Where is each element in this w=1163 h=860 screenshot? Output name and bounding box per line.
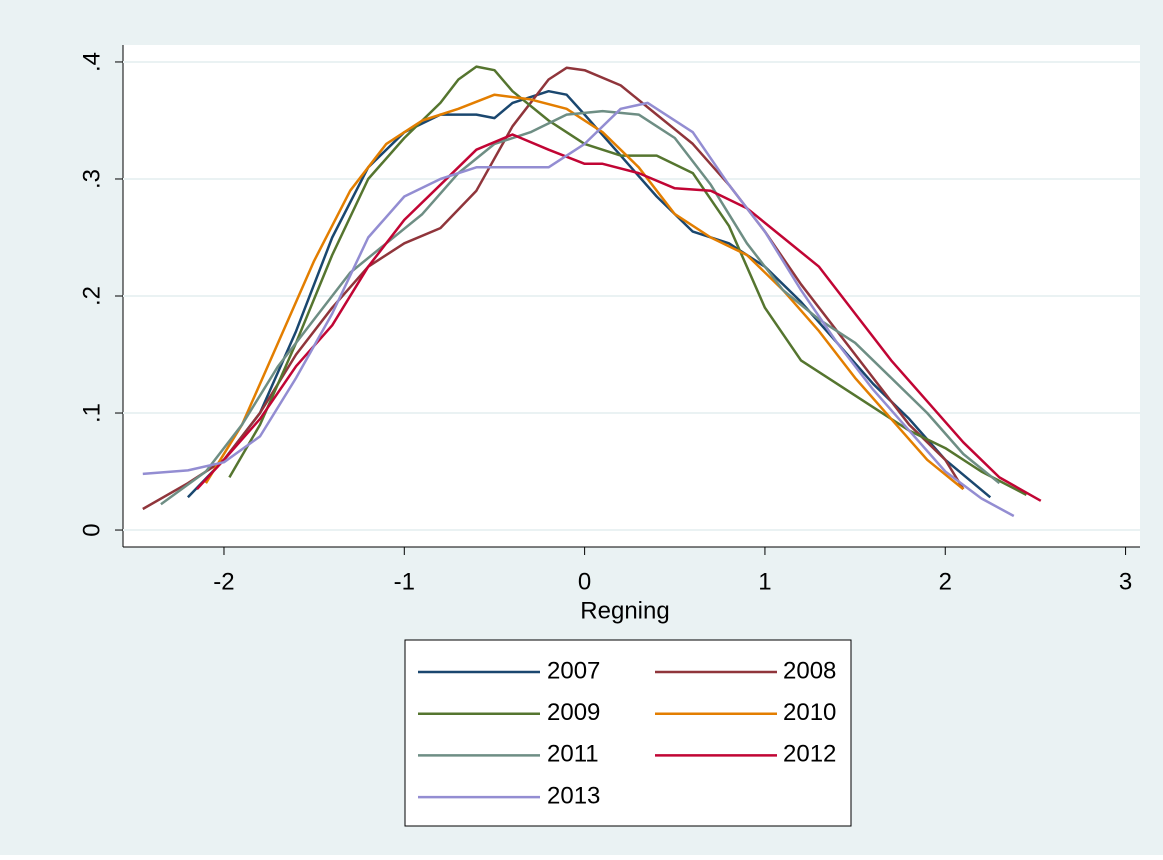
y-tick-label: .4	[78, 52, 105, 72]
legend-label: 2010	[783, 699, 836, 726]
legend-label: 2008	[783, 657, 836, 684]
x-tick-label: 1	[758, 568, 771, 595]
x-tick-label: 2	[939, 568, 952, 595]
x-tick-label: -1	[394, 568, 415, 595]
legend-label: 2007	[547, 657, 600, 684]
y-tick-label: .3	[78, 169, 105, 189]
legend-label: 2012	[783, 741, 836, 768]
y-tick-label: .2	[78, 286, 105, 306]
x-axis-label: Regning	[580, 597, 669, 624]
legend-label: 2011	[547, 741, 599, 768]
x-tick-label: 0	[578, 568, 591, 595]
y-tick-label: 0	[78, 523, 105, 536]
y-tick-label: .1	[78, 403, 105, 423]
x-tick-label: 3	[1119, 568, 1132, 595]
density-line	[142, 101, 1015, 518]
density-line	[204, 93, 965, 491]
legend-label: 2009	[547, 699, 600, 726]
density-line	[195, 133, 1042, 502]
density-line	[160, 109, 1001, 506]
x-tick-label: -2	[213, 568, 234, 595]
legend-label: 2013	[547, 782, 600, 809]
